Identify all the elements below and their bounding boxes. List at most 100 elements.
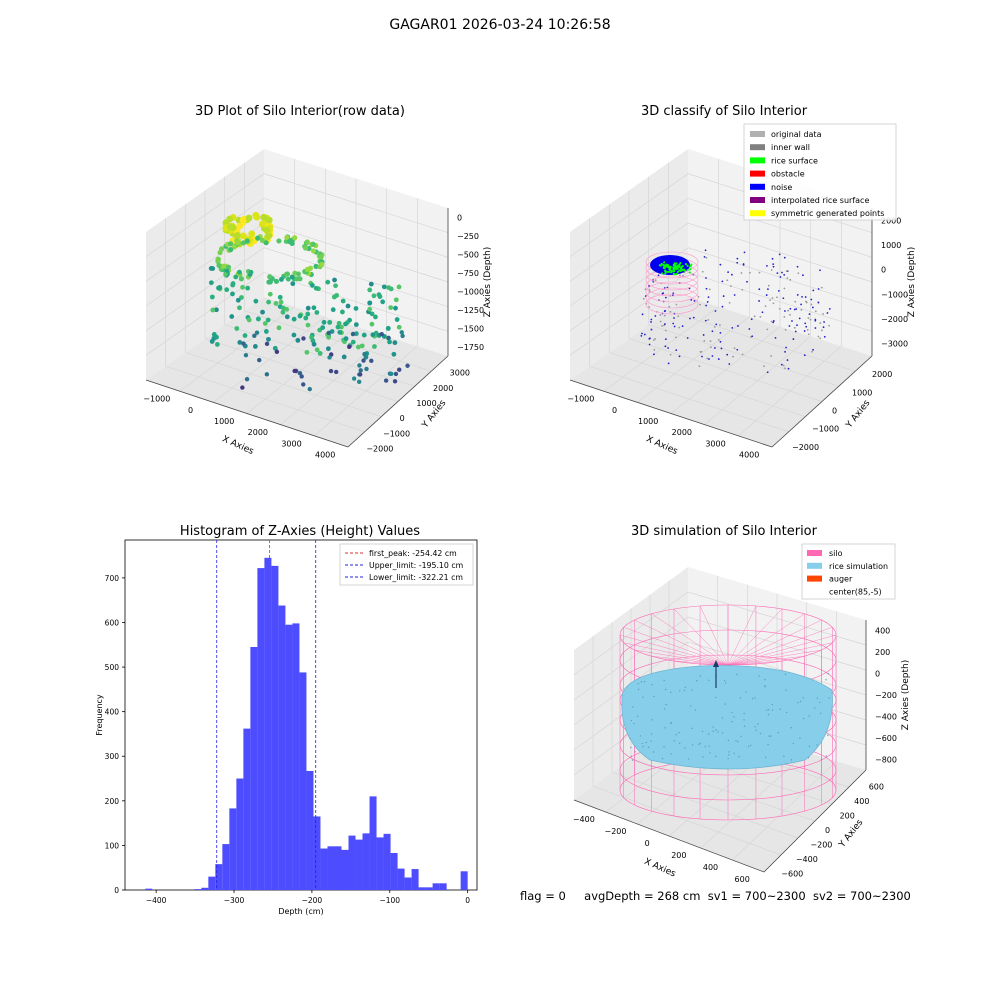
floor-grid-line — [630, 758, 816, 822]
rice-texture-point — [715, 696, 717, 699]
rice-surface-point — [672, 268, 675, 271]
noise-point — [776, 296, 778, 299]
z-tick-label: −750 — [457, 269, 479, 278]
noise-point — [692, 273, 695, 276]
data-point — [235, 216, 243, 224]
rice-texture-point — [827, 672, 829, 675]
data-point — [284, 314, 290, 320]
rice-texture-point — [731, 711, 733, 714]
y-tick-label: 0 — [400, 414, 405, 423]
silo-roof-rib — [699, 605, 729, 666]
noise-point — [817, 302, 820, 304]
noise-point — [740, 272, 743, 274]
data-point — [249, 237, 257, 245]
data-point — [302, 243, 308, 250]
rice-surface-point — [672, 272, 675, 275]
rice-texture-point — [694, 709, 697, 711]
noise-point — [653, 353, 655, 356]
noise-point — [728, 301, 731, 304]
noise-point — [819, 337, 822, 340]
data-point — [219, 263, 226, 269]
rice-surface-point — [672, 267, 675, 270]
sv1-text: sv1 = 700~2300 — [707, 889, 806, 903]
y-tick-label: 400 — [105, 708, 120, 717]
histogram-bar — [439, 883, 447, 890]
data-point — [369, 358, 374, 363]
z-tick-label: −1000 — [457, 287, 484, 296]
x-tick-label: 2000 — [672, 428, 692, 437]
data-point — [252, 343, 258, 349]
raw-axes: −1000 0 1000 2000 3000 4000 −2000 −1000 0 1000 200… — [143, 149, 493, 459]
rice-surface-point — [673, 266, 676, 270]
noise-point — [721, 280, 724, 283]
silo-wire — [645, 293, 699, 315]
data-point — [359, 343, 365, 349]
raw-point-cloud — [208, 211, 410, 392]
wall-grid-line — [573, 691, 867, 776]
data-point — [317, 258, 323, 264]
floor-grid-line — [185, 352, 382, 417]
data-point — [341, 354, 347, 360]
data-point — [264, 224, 271, 231]
noise-point — [669, 310, 672, 313]
legend-label: inner wall — [771, 143, 810, 152]
silo-roof-rib — [623, 642, 729, 666]
data-point — [224, 268, 230, 274]
legend-swatch — [750, 210, 765, 217]
legend-swatch — [750, 131, 765, 137]
histogram-bar — [376, 837, 384, 890]
rice-texture-point — [651, 684, 653, 686]
data-point — [273, 301, 279, 306]
data-point — [291, 316, 297, 322]
noise-point — [767, 284, 770, 287]
noise-point — [778, 253, 781, 256]
noise-point — [657, 274, 660, 277]
rice-surface-point — [673, 269, 676, 272]
histogram-bar — [243, 728, 251, 890]
silo-roof-rib — [727, 663, 756, 666]
data-point — [267, 279, 273, 285]
data-point — [260, 224, 268, 232]
noise-point — [682, 274, 684, 277]
rice-texture-point — [757, 723, 759, 725]
data-point — [357, 363, 362, 368]
data-point — [230, 281, 236, 286]
data-point — [287, 238, 293, 244]
noise-point — [805, 325, 808, 328]
data-point — [215, 256, 221, 262]
data-point — [240, 240, 247, 246]
data-point — [218, 246, 225, 252]
noise-point — [810, 303, 813, 306]
noise-point — [819, 269, 821, 272]
data-point — [241, 341, 246, 346]
data-point — [219, 266, 225, 273]
rice-texture-point — [768, 708, 770, 711]
rice-texture-point — [715, 755, 717, 758]
noise-point — [794, 330, 797, 333]
rice-texture-point — [724, 682, 727, 684]
noise-point — [819, 322, 822, 324]
data-point — [288, 237, 294, 244]
noise-point — [650, 318, 653, 321]
legend-label: obstacle — [771, 170, 805, 179]
z-tick-label: 0 — [875, 670, 880, 679]
noise-point — [648, 337, 651, 340]
z-axis-label: Z Axies (Depth) — [907, 247, 917, 318]
noise-point — [648, 288, 651, 291]
z-tick-label: 2000 — [881, 216, 901, 225]
rice-texture-point — [752, 697, 754, 700]
data-point — [356, 379, 362, 385]
noise-point — [795, 308, 798, 310]
wall-grid-line — [573, 666, 867, 751]
histogram-bar — [362, 833, 370, 890]
noise-point — [772, 302, 775, 305]
data-point — [222, 263, 229, 269]
status-line: flag = 0 avgDepth = 268 cm sv1 = 700~230… — [520, 889, 911, 903]
data-point — [221, 267, 227, 273]
noise-point — [787, 309, 790, 312]
histogram-bar — [404, 877, 412, 890]
raw-plot-title: 3D Plot of Silo Interior(row data) — [195, 104, 405, 119]
data-point — [277, 304, 283, 309]
noise-point — [671, 261, 674, 264]
noise-point — [660, 282, 663, 285]
